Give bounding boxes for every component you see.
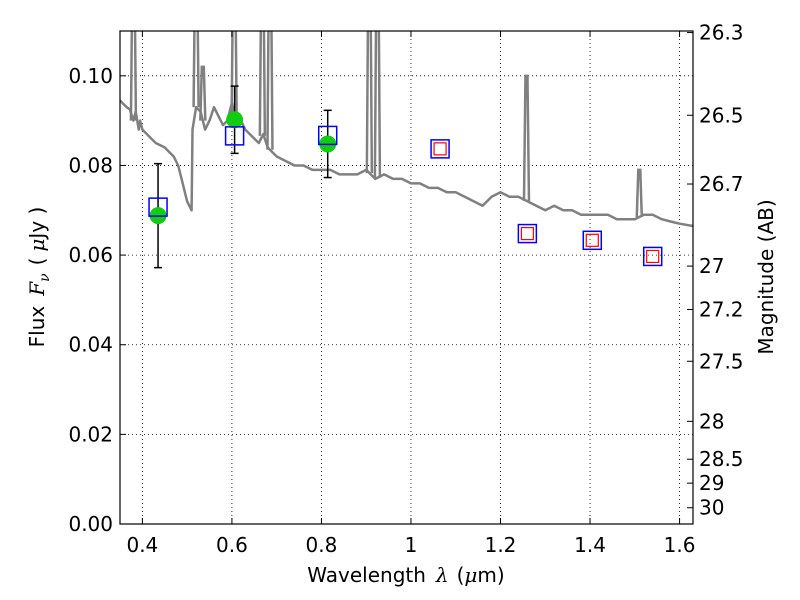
y-axis-ticks: 0.00 0.02 0.04 0.06 0.08 0.10: [68, 64, 126, 536]
y2-tick-label: 26.5: [699, 103, 744, 127]
x-tick-label: 0.4: [126, 533, 158, 557]
emission-line: [635, 168, 644, 218]
y2-tick-label: 27: [699, 254, 724, 278]
x-tick-label: 1.6: [664, 533, 696, 557]
y2-tick-label: 26.3: [699, 21, 744, 45]
y2-tick-label: 29: [699, 471, 724, 495]
y2-tick-label: 27.2: [699, 297, 744, 321]
y2-tick-label: 27.5: [699, 349, 744, 373]
y-tick-label: 0.04: [68, 333, 113, 357]
model-square: [582, 230, 603, 251]
spectrum-line: [120, 99, 693, 228]
y2-tick-label: 30: [699, 496, 724, 520]
emission-line: [266, 31, 274, 150]
model-square: [148, 197, 168, 217]
y2-tick-label: 28: [699, 409, 724, 433]
model-square: [224, 126, 245, 146]
upper-limit-square: [433, 142, 447, 156]
x-tick-label: 1.4: [574, 533, 606, 557]
emission-line: [129, 31, 138, 121]
upper-limit-square: [520, 226, 534, 241]
emission-line: [522, 74, 531, 201]
y-tick-label: 0.00: [68, 512, 113, 536]
emission-line: [373, 31, 382, 178]
plot-frame: [119, 30, 694, 525]
emission-line: [365, 31, 374, 174]
model-spectrum: [120, 31, 693, 228]
upper-limit-square: [585, 233, 599, 247]
y-tick-label: 0.06: [68, 243, 113, 267]
emission-line: [192, 31, 200, 108]
model-square: [517, 223, 538, 244]
x-tick-label: 1: [405, 533, 418, 557]
model-square: [317, 125, 338, 146]
x-axis-label: Wavelength λ (μm): [307, 563, 504, 587]
model-square: [430, 139, 450, 159]
x-tick-label: 0.6: [216, 533, 248, 557]
y2-tick-label: 28.5: [699, 447, 744, 471]
y-tick-label: 0.10: [68, 64, 113, 88]
y-tick-label: 0.02: [68, 422, 113, 446]
y2-tick-label: 26.7: [699, 172, 744, 196]
x-tick-label: 1.2: [485, 533, 517, 557]
y-tick-label: 0.08: [68, 153, 113, 177]
x-axis-ticks: 0.4 0.6 0.8 1 1.2 1.4 1.6: [126, 31, 695, 557]
y-axis-label: FluxFν(μJy ): [25, 207, 53, 348]
x-tick-label: 0.8: [306, 533, 338, 557]
emission-line: [230, 31, 238, 114]
emission-line: [258, 31, 267, 136]
model-photometry: [148, 125, 663, 267]
upper-limit-square: [646, 249, 660, 264]
model-square: [642, 246, 663, 267]
observed-point: [226, 111, 244, 129]
y2-axis-label: Magnitude (AB): [754, 199, 778, 354]
emission-line: [199, 65, 207, 121]
